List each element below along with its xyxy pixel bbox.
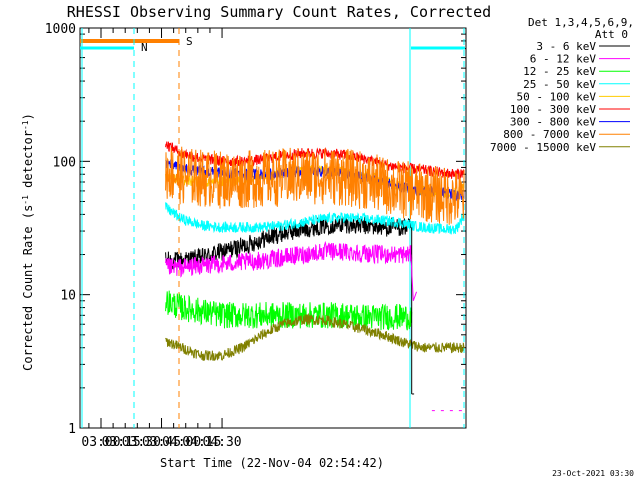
legend-header-1: Det 1,3,4,5,6,9, [528, 16, 634, 29]
y-tick-label: 10 [60, 289, 76, 304]
legend-label: 25 - 50 keV [523, 78, 596, 91]
series-line [165, 202, 465, 235]
y-axis-label-end: ) [21, 113, 35, 120]
y-tick-label: 1000 [45, 22, 76, 37]
legend-label: 12 - 25 keV [523, 65, 596, 78]
series-line [165, 240, 413, 278]
x-tick-label: 04:30 [202, 435, 241, 450]
legend-label: 7000 - 15000 keV [490, 141, 596, 154]
series-line [165, 290, 413, 331]
chart-graphics: 1 10 100 1000 03:0003:1503:3003:4504:0004:15… [45, 22, 467, 450]
y-axis-label-main: Corrected Count Rate (s [21, 205, 35, 371]
annotation-s: S [186, 35, 193, 48]
chart-title: RHESSI Observing Summary Count Rates, Co… [67, 3, 491, 21]
x-tick-label: 04:00 [162, 435, 201, 450]
y-axis-label-mid: detector [21, 130, 35, 195]
x-axis-label: Start Time (22-Nov-04 02:54:42) [160, 456, 384, 470]
series-line [410, 254, 418, 301]
legend-label: 300 - 800 keV [510, 116, 596, 129]
legend-label: 100 - 300 keV [510, 103, 596, 116]
plot-frame [79, 27, 467, 429]
legend-label: 50 - 100 keV [517, 90, 597, 103]
x-tick-label: 04:15 [182, 435, 221, 450]
series-line [165, 146, 465, 225]
series-line [165, 312, 465, 361]
timestamp: 23-Oct-2021 03:30 [552, 469, 634, 478]
legend-label: 6 - 12 keV [530, 53, 597, 66]
annotation-n: N [141, 41, 148, 54]
x-tick-label: 03:30 [122, 435, 161, 450]
y-tick-label: 100 [53, 155, 76, 170]
legend-label: 800 - 7000 keV [503, 128, 596, 141]
x-tick-label: 03:00 [81, 435, 120, 450]
x-tick-label: 03:45 [142, 435, 181, 450]
y-axis-label: Corrected Count Rate (s-1 detector-1) [21, 113, 35, 371]
legend-header-2: Att 0 [595, 28, 628, 41]
legend-label: 3 - 6 keV [536, 40, 596, 53]
x-tick-label: 03:15 [102, 435, 141, 450]
y-axis-label-sup2: -1 [21, 120, 30, 130]
y-axis-label-sup1: -1 [21, 195, 30, 205]
y-tick-label: 1 [68, 422, 76, 437]
